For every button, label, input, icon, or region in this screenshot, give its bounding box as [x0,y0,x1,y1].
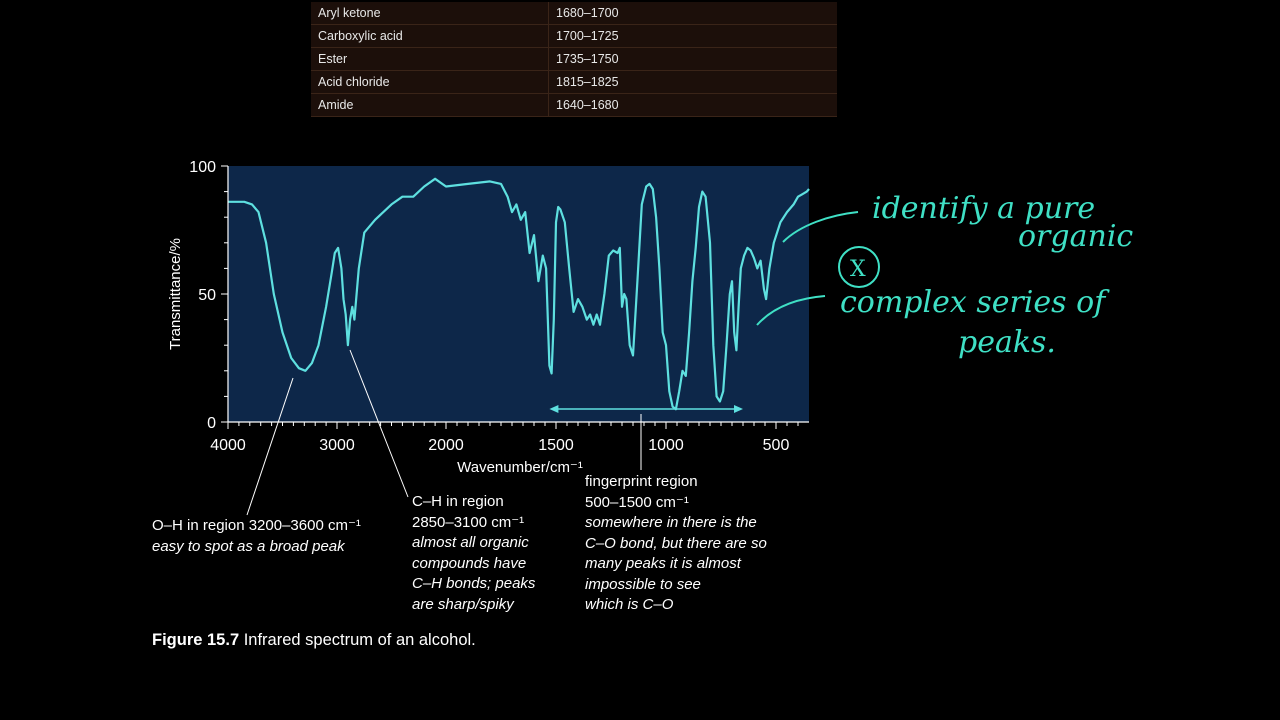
ch-title-2: 2850–3100 cm⁻¹ [412,513,525,531]
fp-note-3: many peaks it is almost [585,555,741,572]
fp-note-4: impossible to see [585,575,701,593]
ch-title-1: C–H in region [412,493,504,510]
table-row: Ester 1735–1750 [311,47,837,71]
plot-area [228,166,809,422]
fingerprint-annotation: fingerprint region 500–1500 cm⁻¹ somewhe… [585,472,767,616]
y-tick-label: 50 [198,287,216,304]
functional-group-cell: Amide [311,93,549,117]
functional-group-table: Aryl ketone 1680–1700 Carboxylic acid 1700–… [311,2,837,117]
x-tick-label: 500 [763,437,790,454]
table-row: Amide 1640–1680 [311,93,837,117]
fp-title-1: fingerprint region [585,473,698,490]
y-tick-label: 0 [207,415,216,432]
wavenumber-range-cell: 1700–1725 [548,24,837,48]
table-row: Aryl ketone 1680–1700 [311,2,837,25]
figure-label: Figure 15.7 [152,631,240,649]
fp-note-5: which is C–O [585,596,674,613]
handwriting-line-2: organic [1018,219,1133,254]
table-row: Acid chloride 1815–1825 [311,70,837,94]
wavenumber-range-cell: 1640–1680 [548,93,837,117]
oh-leader-line [246,377,294,516]
oh-title: O–H in region 3200–3600 cm⁻¹ [152,517,361,534]
ch-note-2: compounds have [412,554,527,572]
x-tick-label: 1000 [648,437,684,454]
fp-note-2: C–O bond, but there are so [585,534,767,552]
ch-annotation: C–H in region 2850–3100 cm⁻¹ almost all … [412,492,535,615]
fp-note-1: somewhere in there is the [585,514,757,531]
ch-note-1: almost all organic [412,534,529,551]
x-tick-label: 3000 [319,437,355,454]
handwriting-symbol: X [850,257,866,282]
ch-note-4: are sharp/spiky [412,595,514,613]
handwriting-line-3: complex series of [840,285,1110,320]
handwriting-circle [838,246,880,288]
handwriting-arrow-1 [782,211,859,243]
handwriting-arrow-2 [756,295,826,326]
spectrum-line [228,177,810,411]
fp-title-2: 500–1500 cm⁻¹ [585,493,689,511]
functional-group-cell: Acid chloride [311,70,549,94]
figure-text: Infrared spectrum of an alcohol. [239,631,476,649]
x-tick-label: 1500 [538,437,574,454]
wavenumber-range-cell: 1815–1825 [548,70,837,94]
figure-caption: Figure 15.7 Infrared spectrum of an alco… [152,631,476,650]
x-tick-label: 2000 [428,437,464,454]
wavenumber-range-cell: 1680–1700 [548,2,837,25]
y-tick-label: 100 [189,159,216,176]
oh-note: easy to spot as a broad peak [152,537,345,555]
table-row: Carboxylic acid 1700–1725 [311,24,837,48]
oh-annotation: O–H in region 3200–3600 cm⁻¹ easy to spo… [152,516,361,557]
x-tick-label: 4000 [210,437,246,454]
ch-leader-line [349,349,409,498]
handwriting-line-4: peaks. [958,325,1056,360]
y-axis-label: Transmittance/% [167,238,184,350]
functional-group-cell: Ester [311,47,549,71]
wavenumber-range-cell: 1735–1750 [548,47,837,71]
ch-note-3: C–H bonds; peaks [412,575,536,592]
functional-group-cell: Aryl ketone [311,2,549,25]
functional-group-cell: Carboxylic acid [311,24,549,48]
fingerprint-arrow-right-head [734,405,743,413]
x-axis-label: Wavenumber/cm⁻¹ [457,459,583,476]
fingerprint-arrow-left-head [549,405,559,413]
handwriting-line-1: identify a pure [872,191,1095,226]
